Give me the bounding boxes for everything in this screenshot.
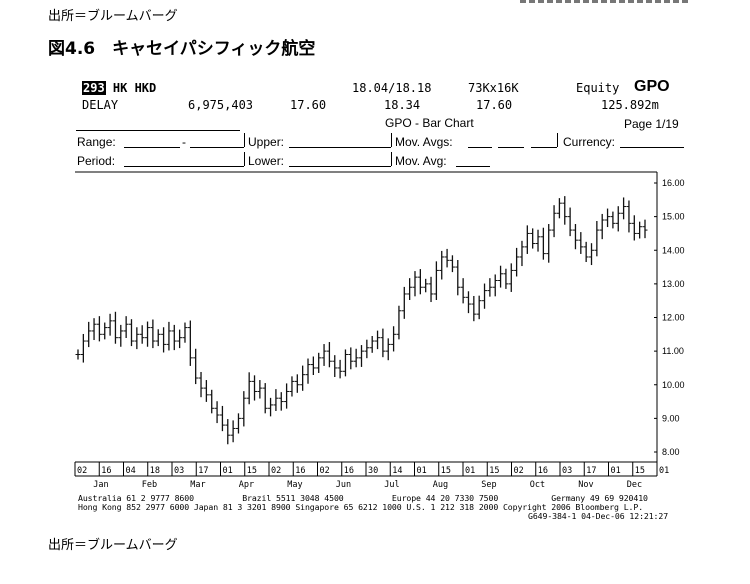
- x-month-label: Jun: [336, 480, 351, 490]
- y-tick-label: 14.00: [662, 245, 685, 255]
- equity-label: Equity: [576, 81, 620, 95]
- y-tick-label: 15.00: [662, 212, 685, 222]
- mov-avg-field-1[interactable]: [468, 135, 492, 148]
- figure-title: 図4.6 キャセイパシフィック航空: [48, 39, 316, 59]
- x-day-label: 02: [320, 466, 330, 476]
- x-day-label: 14: [392, 466, 402, 476]
- period-field[interactable]: [124, 154, 244, 167]
- x-month-label: Sep: [481, 480, 496, 490]
- range-dash: -: [182, 135, 186, 149]
- footer-contacts-1: Australia 61 2 9777 8600 Brazil 5511 304…: [78, 493, 648, 503]
- x-day-label: 16: [344, 466, 354, 476]
- x-month-label: Dec: [627, 480, 642, 490]
- currency-label: Currency:: [563, 135, 616, 149]
- page-indicator: Page 1/19: [624, 117, 679, 131]
- price-high: 18.34: [384, 98, 421, 112]
- x-day-label: 15: [247, 466, 257, 476]
- delay-label: DELAY: [82, 98, 119, 112]
- x-day-label: 01: [659, 466, 669, 476]
- y-tick-label: 10.00: [662, 380, 685, 390]
- x-month-label: May: [287, 480, 302, 490]
- x-month-label: Feb: [142, 480, 157, 490]
- date-range: 18.04/18.18: [352, 81, 432, 95]
- data-size: 73Kx16K: [468, 81, 519, 95]
- x-month-label: Jan: [93, 480, 108, 490]
- range-label: Range:: [77, 135, 116, 149]
- volume-value: 6,975,403: [188, 98, 254, 112]
- range-end-field[interactable]: [190, 135, 244, 148]
- period-label: Period:: [77, 154, 116, 168]
- x-day-label: 15: [489, 466, 499, 476]
- y-tick-label: 12.00: [662, 313, 685, 323]
- footer-timestamp: G649-384-1 04-Dec-06 12:21:27: [528, 511, 669, 521]
- mov-avg-field-2[interactable]: [498, 135, 524, 148]
- chart-name: GPO - Bar Chart: [385, 116, 474, 130]
- x-day-label: 17: [198, 466, 208, 476]
- x-month-label: Oct: [530, 480, 545, 490]
- ticker-rest: HK HKD: [105, 81, 157, 95]
- x-day-label: 02: [77, 466, 87, 476]
- x-day-label: 15: [441, 466, 451, 476]
- y-tick-label: 9.00: [662, 413, 680, 423]
- price-close: 17.60: [476, 98, 513, 112]
- ticker-code: 293: [82, 81, 106, 95]
- cropped-header-remnant: [520, 0, 690, 3]
- x-month-label: Apr: [239, 480, 254, 490]
- y-tick-label: 8.00: [662, 447, 680, 457]
- x-month-label: Nov: [578, 480, 593, 490]
- y-tick-label: 16.00: [662, 178, 685, 188]
- x-day-label: 03: [174, 466, 184, 476]
- x-day-label: 16: [101, 466, 111, 476]
- currency-field[interactable]: [620, 135, 684, 148]
- x-day-label: 04: [126, 466, 136, 476]
- last-price: 17.60: [290, 98, 327, 112]
- source-label-top: 出所＝ブルームバーグ: [48, 9, 178, 24]
- x-month-label: Aug: [433, 480, 448, 490]
- x-day-label: 01: [223, 466, 233, 476]
- separator: [244, 152, 245, 166]
- mov-avg-single-field[interactable]: [456, 154, 490, 167]
- separator: [557, 133, 558, 147]
- upper-field[interactable]: [289, 135, 391, 148]
- lower-field[interactable]: [289, 154, 391, 167]
- mov-avg-field-3[interactable]: [531, 135, 557, 148]
- x-day-label: 17: [586, 466, 596, 476]
- mov-avgs-label: Mov. Avgs:: [395, 135, 453, 149]
- separator: [244, 133, 245, 147]
- x-day-label: 01: [417, 466, 427, 476]
- x-day-label: 01: [611, 466, 621, 476]
- mov-avg-label: Mov. Avg:: [395, 154, 447, 168]
- market-value: 125.892m: [601, 98, 659, 112]
- x-month-label: Mar: [190, 480, 205, 490]
- y-tick-label: 11.00: [662, 346, 684, 356]
- x-day-label: 16: [295, 466, 305, 476]
- y-tick-label: 13.00: [662, 279, 685, 289]
- separator: [391, 133, 392, 147]
- range-start-field[interactable]: [124, 135, 180, 148]
- x-day-label: 30: [368, 466, 378, 476]
- x-day-label: 15: [635, 466, 645, 476]
- header-divider: [76, 130, 240, 131]
- source-label-bottom: 出所＝ブルームバーグ: [48, 538, 178, 553]
- x-day-label: 03: [562, 466, 572, 476]
- function-code: GPO: [634, 78, 670, 95]
- x-day-label: 16: [538, 466, 548, 476]
- footer-contacts-2: Hong Kong 852 2977 6000 Japan 81 3 3201 …: [78, 502, 644, 512]
- ticker: 293 HK HKD: [82, 81, 156, 95]
- x-day-label: 02: [514, 466, 524, 476]
- x-month-label: Jul: [384, 480, 399, 490]
- upper-label: Upper:: [248, 135, 285, 149]
- x-day-label: 18: [150, 466, 160, 476]
- x-day-label: 02: [271, 466, 281, 476]
- lower-label: Lower:: [248, 154, 285, 168]
- x-day-label: 01: [465, 466, 475, 476]
- separator: [391, 152, 392, 166]
